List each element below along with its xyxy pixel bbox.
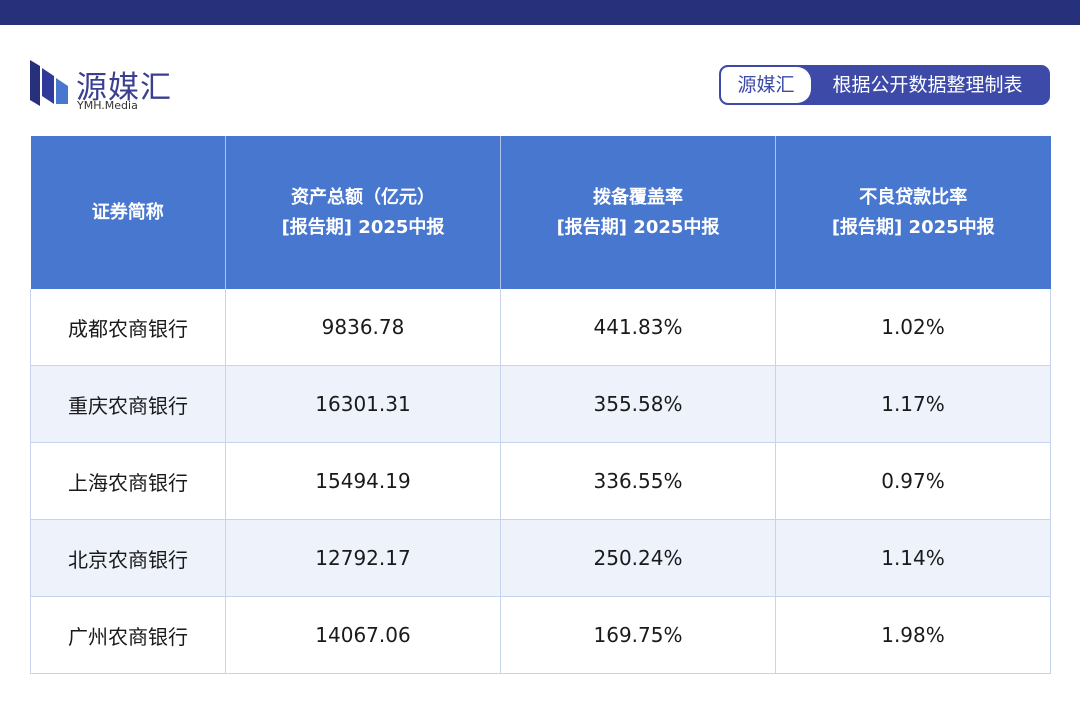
cell-provision-coverage: 441.83% xyxy=(500,289,776,366)
cell-total-assets: 16301.31 xyxy=(225,365,501,443)
cell-provision-coverage: 250.24% xyxy=(500,519,776,597)
header-label: 资产总额（亿元） xyxy=(291,186,435,208)
cell-total-assets: 12792.17 xyxy=(225,519,501,597)
table-row: 上海农商银行 15494.19 336.55% 0.97% xyxy=(30,442,1051,520)
cell-bank-name: 广州农商银行 xyxy=(30,596,226,674)
source-badge-note: 根据公开数据整理制表 xyxy=(832,74,1023,96)
header-npl-ratio: 不良贷款比率 [报告期] 2025中报 xyxy=(775,136,1051,289)
cell-npl-ratio: 1.17% xyxy=(775,365,1051,443)
header-period: [报告期] 2025中报 xyxy=(831,216,995,238)
bank-metrics-table: 证券简称 资产总额（亿元） [报告期] 2025中报 拨备覆盖率 [报告期] 2… xyxy=(30,136,1051,674)
header-provision-coverage: 拨备覆盖率 [报告期] 2025中报 xyxy=(500,136,776,289)
cell-npl-ratio: 1.14% xyxy=(775,519,1051,597)
header-label: 不良贷款比率 xyxy=(859,186,968,208)
header-label: 拨备覆盖率 xyxy=(593,186,683,208)
cell-total-assets: 9836.78 xyxy=(225,289,501,366)
brand-subtitle: YMH.Media xyxy=(77,99,138,112)
table-header-row: 证券简称 资产总额（亿元） [报告期] 2025中报 拨备覆盖率 [报告期] 2… xyxy=(30,136,1051,289)
cell-provision-coverage: 355.58% xyxy=(500,365,776,443)
cell-npl-ratio: 1.02% xyxy=(775,289,1051,366)
header-label: 证券简称 xyxy=(91,201,164,223)
table-row: 成都农商银行 9836.78 441.83% 1.02% xyxy=(30,289,1051,366)
brand-name: 源媒汇 xyxy=(76,70,172,106)
table-row: 广州农商银行 14067.06 169.75% 1.98% xyxy=(30,596,1051,674)
cell-npl-ratio: 1.98% xyxy=(775,596,1051,674)
table-row: 北京农商银行 12792.17 250.24% 1.14% xyxy=(30,519,1051,597)
header-period: [报告期] 2025中报 xyxy=(281,216,445,238)
cell-total-assets: 15494.19 xyxy=(225,442,501,520)
cell-npl-ratio: 0.97% xyxy=(775,442,1051,520)
top-banner xyxy=(0,0,1080,25)
header-total-assets: 资产总额（亿元） [报告期] 2025中报 xyxy=(225,136,501,289)
source-badge-brand: 源媒汇 xyxy=(721,67,811,103)
table-row: 重庆农商银行 16301.31 355.58% 1.17% xyxy=(30,365,1051,443)
cell-bank-name: 成都农商银行 xyxy=(30,289,226,366)
header-period: [报告期] 2025中报 xyxy=(556,216,720,238)
brand-logo: 源媒汇 YMH.Media xyxy=(30,60,210,116)
cell-bank-name: 上海农商银行 xyxy=(30,442,226,520)
cell-provision-coverage: 169.75% xyxy=(500,596,776,674)
header-security-name: 证券简称 xyxy=(30,136,226,289)
source-badge: 源媒汇 根据公开数据整理制表 xyxy=(719,65,1050,105)
cell-provision-coverage: 336.55% xyxy=(500,442,776,520)
cell-total-assets: 14067.06 xyxy=(225,596,501,674)
logo-mark-icon xyxy=(30,60,68,106)
cell-bank-name: 重庆农商银行 xyxy=(30,365,226,443)
cell-bank-name: 北京农商银行 xyxy=(30,519,226,597)
